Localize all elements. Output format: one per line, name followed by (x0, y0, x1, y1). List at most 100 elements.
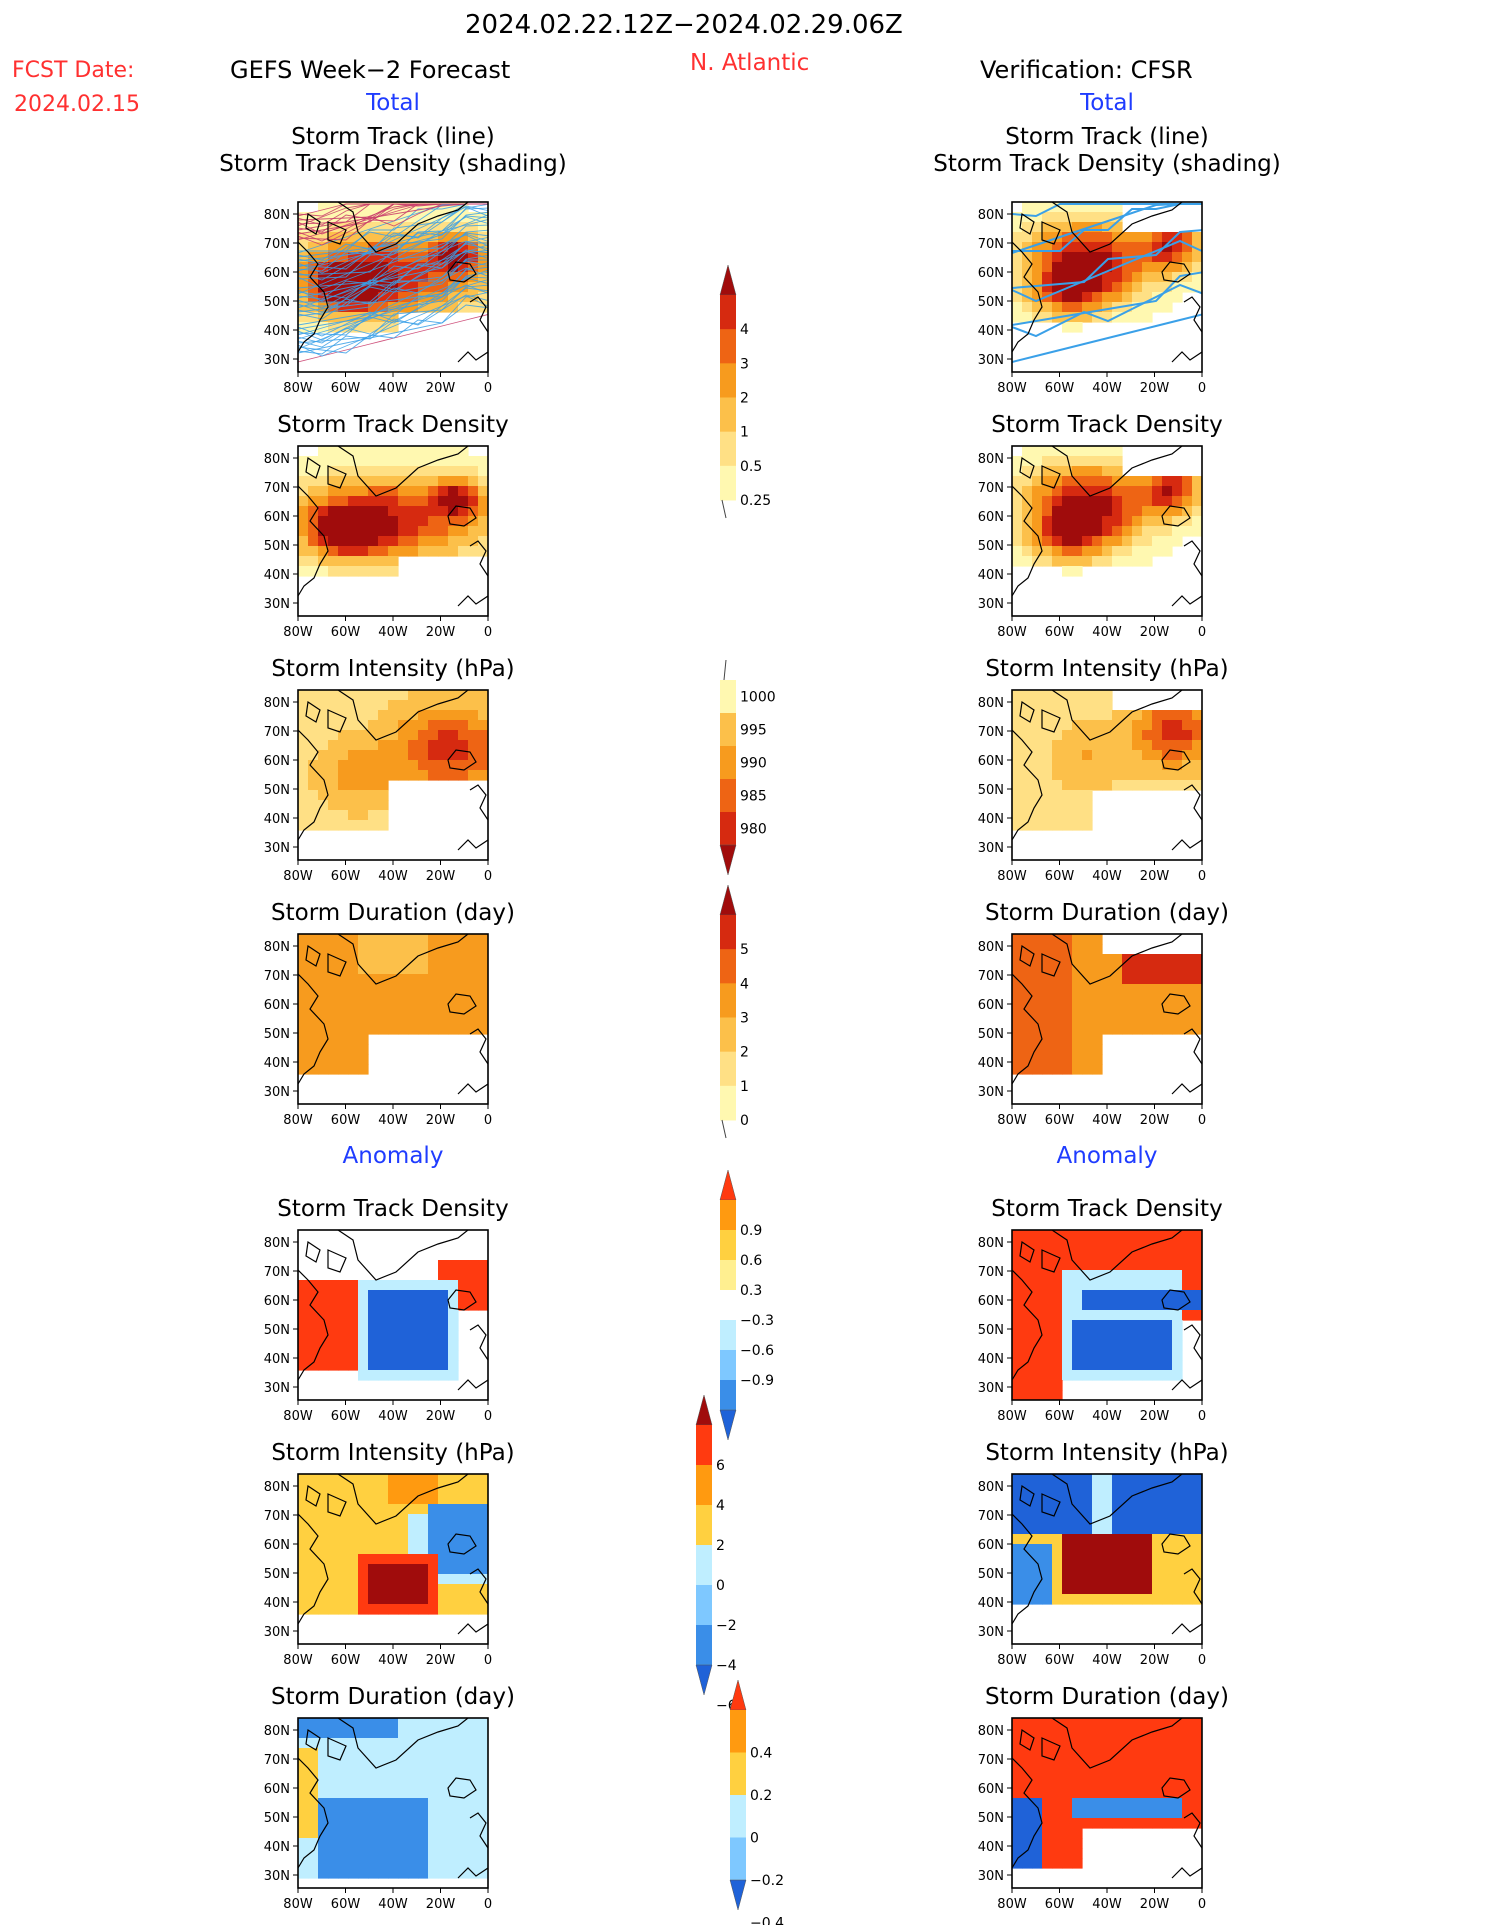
colorbar-swatch (696, 1585, 712, 1626)
colorbar-swatch (720, 431, 736, 467)
lon-tick-label: 80W (997, 1653, 1027, 1668)
date-range-title: 2024.02.22.12Z−2024.02.29.06Z (465, 10, 903, 40)
lon-tick-label: 0 (484, 869, 492, 884)
lat-tick-label: 80N (978, 1236, 1004, 1251)
lon-tick-label: 40W (378, 1653, 408, 1668)
panel-title: Storm Duration (day) (271, 1684, 515, 1710)
lon-tick-label: 20W (1140, 869, 1170, 884)
lat-tick-label: 30N (264, 1869, 290, 1884)
left-column-title: GEFS Week−2 Forecast (230, 56, 511, 84)
lon-tick-label: 60W (1045, 1409, 1075, 1424)
colorbar-label: 1 (740, 425, 749, 441)
lon-tick-label: 80W (997, 869, 1027, 884)
verification-map-panel: 80N 70N 60N 50N 40N 30N 80W 60W 40W 20W 0 (978, 1473, 1206, 1668)
lat-tick-label: 30N (264, 1085, 290, 1100)
lat-tick-label: 40N (264, 1596, 290, 1611)
lon-tick-label: 40W (378, 1897, 408, 1912)
coastline (457, 1083, 488, 1095)
coastline (447, 749, 477, 771)
colorbar-arrow (729, 1879, 747, 1911)
lat-tick-label: 70N (978, 969, 1004, 984)
coastline (1012, 241, 1043, 353)
lon-tick-label: 40W (378, 625, 408, 640)
lat-tick-label: 40N (978, 1840, 1004, 1855)
colorbar-swatch (730, 1752, 746, 1796)
lat-tick-label: 80N (264, 1724, 290, 1739)
lon-tick-label: 20W (426, 1113, 456, 1128)
colorbar-arrow (695, 1664, 713, 1696)
panel-title: Storm Duration (day) (985, 1684, 1229, 1710)
lon-tick-label: 60W (1045, 1897, 1075, 1912)
coastline (1183, 296, 1202, 333)
lat-tick-label: 30N (264, 597, 290, 612)
coastline (1051, 934, 1183, 985)
coastline (327, 709, 347, 733)
lon-tick-label: 0 (1198, 1653, 1206, 1668)
lon-tick-label: 40W (1092, 1409, 1122, 1424)
colorbar-duration-total: 5 4 3 2 1 0 (719, 884, 749, 1139)
lat-tick-label: 70N (264, 481, 290, 496)
lon-tick-label: 20W (426, 1897, 456, 1912)
coastline (1041, 953, 1061, 977)
colorbar-label: 2 (716, 1538, 725, 1554)
coastline (1161, 505, 1191, 527)
colorbar-swatch (696, 1505, 712, 1546)
lat-tick-label: 80N (264, 1480, 290, 1495)
lon-tick-label: 20W (426, 625, 456, 640)
lat-tick-label: 50N (264, 1567, 290, 1582)
lat-tick-label: 40N (264, 568, 290, 583)
lon-tick-label: 0 (484, 625, 492, 640)
lon-tick-label: 80W (283, 625, 313, 640)
lat-tick-label: 70N (264, 1265, 290, 1280)
lat-tick-label: 40N (978, 1352, 1004, 1367)
colorbar-label: −0.6 (740, 1343, 774, 1359)
coastline (1171, 351, 1202, 363)
coastline (1012, 1757, 1043, 1869)
lon-tick-label: 80W (997, 625, 1027, 640)
colorbar-swatch (720, 680, 736, 714)
colorbar-intensity-total: 1000 995 990 985 980 (719, 659, 776, 876)
lat-tick-label: 60N (264, 1294, 290, 1309)
coastline (1183, 1324, 1202, 1361)
verification-map-panel: 80N 70N 60N 50N 40N 30N 80W 60W 40W 20W 0 (978, 1229, 1206, 1424)
lon-tick-label: 40W (1092, 1113, 1122, 1128)
colorbar-swatch (720, 779, 736, 813)
forecast-map-panel: 80N 70N 60N 50N 40N 30N 80W 60W 40W 20W 0 (264, 1717, 492, 1912)
coastline (1161, 993, 1191, 1015)
coastline (327, 1493, 347, 1517)
lat-tick-label: 80N (264, 940, 290, 955)
colorbar-label: 0 (716, 1578, 725, 1594)
lon-tick-label: 80W (997, 1409, 1027, 1424)
lon-tick-label: 80W (997, 1113, 1027, 1128)
coastline (305, 1484, 321, 1507)
lon-tick-label: 40W (1092, 1653, 1122, 1668)
lon-tick-label: 80W (283, 1113, 313, 1128)
lat-tick-label: 60N (264, 266, 290, 281)
lat-tick-label: 70N (264, 725, 290, 740)
lat-tick-label: 70N (978, 1265, 1004, 1280)
coastline (1012, 1513, 1043, 1625)
lon-tick-label: 60W (331, 1113, 361, 1128)
lat-tick-label: 60N (978, 754, 1004, 769)
coastline (1183, 784, 1202, 821)
lat-tick-label: 60N (264, 1782, 290, 1797)
lat-tick-label: 60N (264, 1538, 290, 1553)
lon-tick-label: 80W (283, 869, 313, 884)
lat-tick-label: 70N (978, 1509, 1004, 1524)
coastline (298, 729, 329, 841)
coastline (298, 485, 329, 597)
colorbar-swatch (720, 1380, 736, 1411)
colorbar-label: 0 (740, 1113, 749, 1129)
colorbar-label: 0.3 (740, 1283, 762, 1299)
lat-tick-label: 60N (978, 510, 1004, 525)
coastline (1019, 1484, 1035, 1507)
lat-tick-label: 30N (264, 1381, 290, 1396)
lon-tick-label: 0 (484, 1409, 492, 1424)
lat-tick-label: 40N (264, 1056, 290, 1071)
lat-tick-label: 60N (978, 1782, 1004, 1797)
forecast-map-panel: 80N 70N 60N 50N 40N 30N 80W 60W 40W 20W 0 (264, 689, 492, 884)
coastline (1161, 261, 1191, 283)
panel-title: Storm Intensity (hPa) (271, 1440, 514, 1466)
colorbar-label: 2 (740, 391, 749, 407)
lon-tick-label: 0 (1198, 625, 1206, 640)
